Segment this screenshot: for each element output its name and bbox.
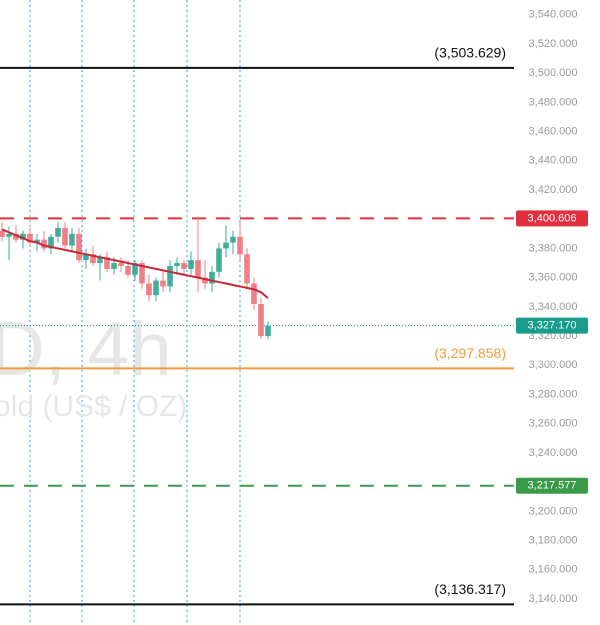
y-tick-label: 3,280.000 <box>529 388 578 400</box>
price-tag-label: 3,217.577 <box>528 480 577 492</box>
price-tag <box>516 317 588 334</box>
y-tick-label: 3,340.000 <box>529 301 578 313</box>
candle-body <box>34 239 40 243</box>
candle-body <box>111 263 117 269</box>
candle-body <box>139 263 145 284</box>
y-tick-label: 3,540.000 <box>529 9 578 21</box>
y-tick-label: 3,300.000 <box>529 359 578 371</box>
candle-body <box>20 233 26 240</box>
candle-body <box>6 233 12 237</box>
price-tag <box>516 210 588 227</box>
y-tick-label: 3,200.000 <box>529 505 578 517</box>
level-label: (3,503.629) <box>434 45 506 61</box>
candle-body <box>62 228 68 246</box>
candle-body <box>174 263 180 266</box>
candle-body <box>160 280 166 287</box>
y-tick-label: 3,380.000 <box>529 242 578 254</box>
candle-body <box>69 233 75 246</box>
candle-body <box>48 236 54 249</box>
candle-body <box>118 263 124 266</box>
price-tag-label: 3,327.170 <box>528 320 577 332</box>
candle-body <box>55 228 61 237</box>
y-tick-label: 3,460.000 <box>529 126 578 138</box>
watermark: old (US$ / OZ) <box>0 390 187 423</box>
candle-body <box>27 233 33 243</box>
candle-body <box>97 257 103 264</box>
candle-body <box>76 233 82 261</box>
y-tick-label: 3,360.000 <box>529 272 578 284</box>
candle-body <box>251 283 257 304</box>
time-separators <box>29 0 241 625</box>
y-tick-label: 3,140.000 <box>529 593 578 605</box>
price-tag <box>516 477 588 494</box>
level-label: (3,297.858) <box>434 345 506 361</box>
level-label: (3,136.317) <box>434 581 506 597</box>
candle-body <box>167 265 173 287</box>
candle-body <box>195 260 201 278</box>
moving-average <box>1 228 269 299</box>
y-tick-label: 3,240.000 <box>529 447 578 459</box>
y-tick-label: 3,420.000 <box>529 184 578 196</box>
candle-body <box>90 254 96 264</box>
y-tick-label: 3,480.000 <box>529 96 578 108</box>
candle-body <box>83 254 89 261</box>
candle-body <box>132 263 138 275</box>
candle-body <box>209 271 215 284</box>
candle-body <box>104 257 110 269</box>
y-tick-label: 3,500.000 <box>529 67 578 79</box>
y-tick-label: 3,260.000 <box>529 418 578 430</box>
candle-body <box>258 303 264 337</box>
y-tick-label: 3,440.000 <box>529 155 578 167</box>
y-tick-label: 3,180.000 <box>529 534 578 546</box>
candle-body <box>181 263 187 269</box>
candle-body <box>216 248 222 272</box>
candle-body <box>230 236 236 243</box>
candle-body <box>223 242 229 249</box>
watermark: D, 4h <box>0 307 172 392</box>
candle-body <box>146 283 152 296</box>
candle-body <box>41 239 47 249</box>
candle-body <box>125 265 131 275</box>
candle-body <box>237 236 243 255</box>
candle-body <box>13 233 19 240</box>
candle-body <box>265 325 271 337</box>
candle-body <box>202 277 208 284</box>
y-tick-label: 3,160.000 <box>529 564 578 576</box>
price-tag-label: 3,400.606 <box>528 212 577 224</box>
candle-body <box>244 254 250 284</box>
candle-body <box>188 260 194 269</box>
candle-body <box>0 230 5 237</box>
y-tick-label: 3,520.000 <box>529 38 578 50</box>
candle-body <box>153 280 159 296</box>
